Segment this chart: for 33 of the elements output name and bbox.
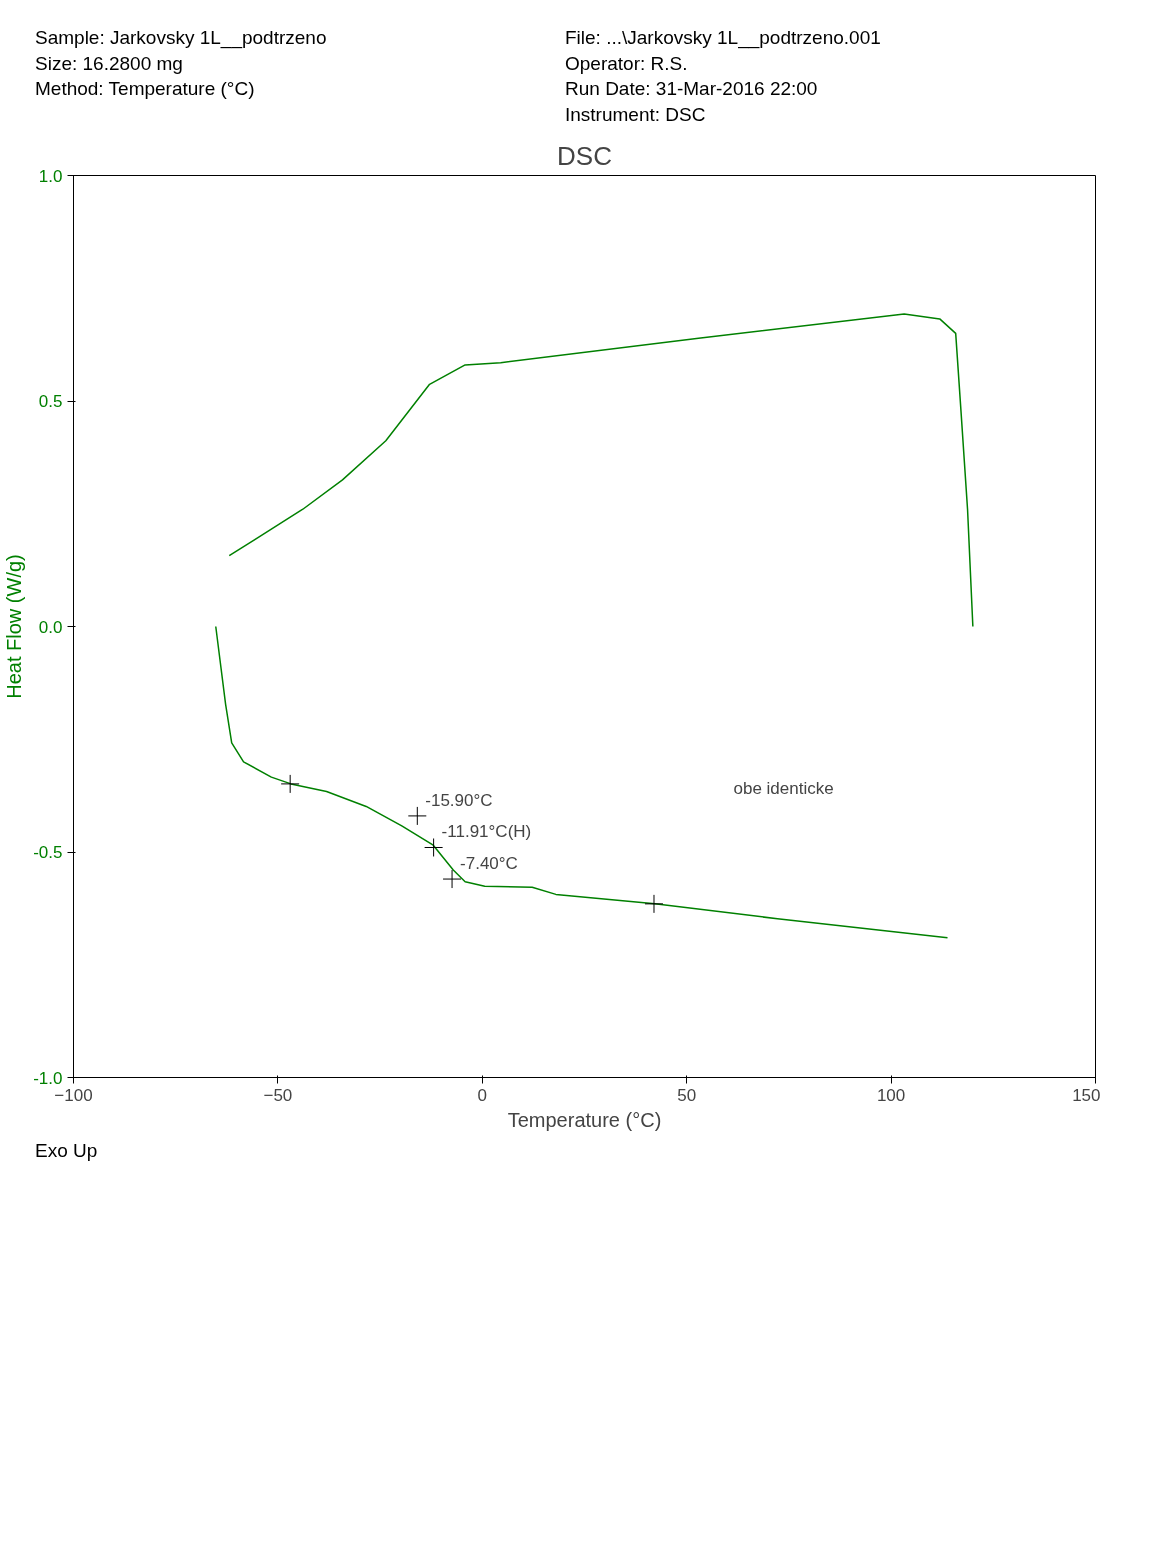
line-series: [215, 625, 949, 938]
y-tick-label: 0.5: [38, 391, 63, 411]
x-axis-title: Temperature (°C): [507, 1108, 662, 1131]
annotation: -15.90°C: [425, 790, 493, 810]
text: Run Date: 31-Mar-2016 22:00: [565, 78, 818, 100]
y-tick-label: 1.0: [38, 166, 63, 186]
text: Operator: R.S.: [565, 52, 688, 74]
text: Method: Temperature (°C): [35, 78, 255, 100]
text: Sample: Jarkovsky 1L__podtrzeno: [35, 27, 327, 48]
y-tick-label: -0.5: [33, 842, 63, 862]
annotation: -7.40°C: [460, 853, 518, 873]
x-tick-label: 50: [677, 1085, 697, 1105]
text: Size: 16.2800 mg: [35, 52, 183, 74]
text: File: ...\Jarkovsky 1L__podtrzeno.001: [565, 27, 881, 48]
y-tick-label: -1.0: [33, 1068, 63, 1088]
x-tick-label: 150: [1072, 1085, 1101, 1105]
x-tick-label: 100: [876, 1085, 906, 1105]
text: Instrument: DSC: [565, 103, 706, 125]
x-tick-label: 0: [477, 1085, 488, 1105]
y-axis-title: Heat Flow (W/g): [3, 553, 26, 699]
x-tick-label: −50: [263, 1085, 293, 1105]
line-series: [228, 312, 974, 627]
text: Exo Up: [35, 1138, 98, 1163]
point: [442, 869, 462, 889]
annotation: -11.91°C(H): [441, 822, 532, 842]
x-tick-label: −100: [54, 1085, 93, 1105]
chart-title: DSC: [557, 140, 612, 171]
point: [424, 837, 444, 857]
point: [407, 805, 427, 825]
annotation: obe identicke: [733, 778, 834, 798]
point: [280, 773, 300, 793]
point: [644, 893, 664, 913]
y-tick-label: 0.0: [38, 617, 63, 637]
